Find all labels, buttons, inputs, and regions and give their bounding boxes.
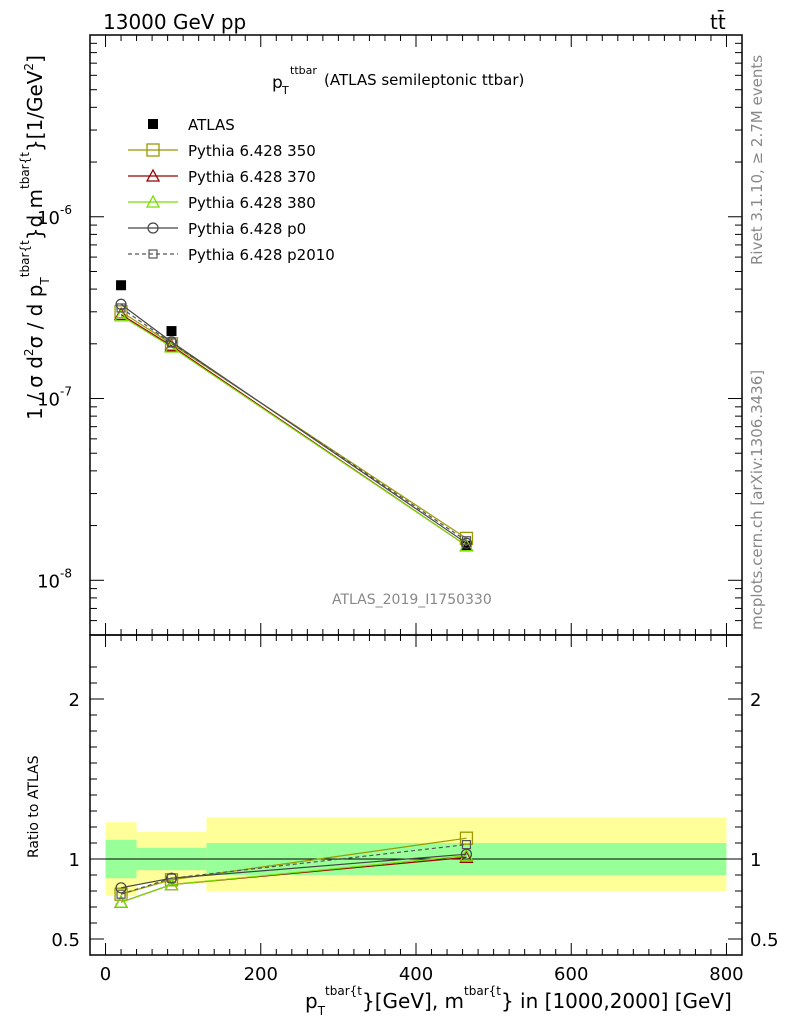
y-tick-label-left: 0.5 (51, 930, 80, 951)
main-point-0-0 (116, 280, 127, 291)
y-tick-label: 10 (37, 571, 60, 592)
y-tick-exponent: -6 (60, 203, 72, 217)
xlabel-sup-tb2: tbar{t (464, 984, 501, 998)
ratio-point-4-0 (116, 889, 126, 899)
ratio-point-0-0 (114, 887, 128, 901)
x-axis-label: pTtbar{t}[GeV], mtbar{t} in [1000,2000] … (305, 984, 732, 1018)
ratio-point-2-1 (164, 877, 179, 891)
y-tick-label-right: 1 (750, 850, 761, 871)
xlabel-c: } in [1000,2000] [GeV] (501, 989, 732, 1013)
main-series-line-1 (120, 311, 467, 539)
y-tick-label-left: 1 (69, 850, 80, 871)
main-point-4-2 (460, 537, 473, 549)
x-tick-label: 600 (554, 964, 588, 985)
ratio-series-line-2 (120, 855, 467, 903)
y-tick-label: 10 (37, 208, 60, 229)
main-point-0-1 (166, 326, 177, 337)
legend-marker-0 (148, 119, 158, 129)
xlabel-subT: T (317, 1004, 326, 1018)
xlabel-sup-tb: tbar{t (325, 984, 362, 998)
x-tick-label: 400 (399, 964, 433, 985)
ratio-point-3-2 (460, 848, 473, 860)
ylabel-b: σ / d p (23, 285, 47, 349)
legend-label-0: ATLAS (188, 116, 235, 134)
ratio-point-2-2 (459, 848, 474, 862)
main-point-4-0 (115, 298, 127, 310)
legend-label-2: Pythia 6.428 370 (188, 168, 316, 186)
legend-marker-3 (145, 194, 161, 208)
title-p: p (272, 73, 283, 93)
legend-label-4: Pythia 6.428 p0 (188, 220, 306, 238)
ratio-series-line-4 (120, 844, 467, 895)
legend-label-3: Pythia 6.428 380 (188, 194, 316, 212)
legend-marker-4 (147, 222, 159, 234)
ylabel-sup2: 2 (22, 348, 36, 356)
legend-label-1: Pythia 6.428 350 (188, 142, 316, 160)
ratio-point-4-2 (461, 839, 472, 850)
main-point-5-2 (461, 536, 472, 546)
main-panel: 10-810-710-6 (37, 34, 743, 955)
y-tick-label: 10 (37, 390, 60, 411)
legend: ATLAS Pythia 6.428 350 Pythia 6.428 370 Pyt… (128, 116, 335, 264)
xlabel-a: p (305, 989, 318, 1013)
x-tick-label: 200 (244, 964, 278, 985)
title-sup: ttbar (290, 64, 317, 77)
y-tick-exponent: -7 (60, 385, 72, 399)
legend-marker-1 (146, 143, 160, 157)
y-tick-label-left: 2 (69, 690, 80, 711)
ratio-point-4-1 (166, 873, 177, 883)
header-energy: 13000 GeV pp (103, 10, 246, 34)
y-tick-exponent: -8 (60, 566, 72, 580)
legend-marker-5 (148, 249, 158, 259)
title-sub: T (281, 84, 289, 97)
main-point-2-0 (113, 307, 129, 321)
main-series-line-4 (120, 303, 467, 544)
ratio-y-axis-label: Ratio to ATLAS (26, 755, 42, 858)
xlabel-b: }[GeV], m (362, 989, 464, 1013)
ylabel-e: ] (23, 55, 47, 63)
ylabel-sup-tb: tbar{t (18, 240, 32, 277)
y-tick-label-right: 0.5 (750, 930, 779, 951)
plot-title: p T ttbar (ATLAS semileptonic ttbar) (272, 64, 524, 97)
y-tick-label-right: 2 (750, 690, 761, 711)
main-point-5-1 (166, 338, 177, 348)
main-y-axis-label: 1 / σ d2σ / d pTtbar{t}d mtbar{t}[1/GeV2… (18, 55, 52, 420)
main-point-3-0 (113, 308, 129, 322)
x-tick-label: 800 (709, 964, 743, 985)
analysis-watermark: ATLAS_2019_I1750330 (332, 592, 492, 608)
ylabel-c: }d m (23, 189, 47, 240)
ratio-point-1-2 (459, 850, 474, 864)
ratio-panel: 0 200 400 600 800 0.5 0.5 1 1 2 2 (51, 634, 779, 985)
ylabel-subT: T (38, 277, 52, 286)
rivet-version: Rivet 3.1.10, ≥ 2.7M events (748, 55, 766, 265)
legend-marker-2 (145, 168, 161, 182)
svg-text:1 / σ d2σ / d pTtbar{t}d mtbar: 1 / σ d2σ / d pTtbar{t}d mtbar{t}[1/GeV2… (18, 55, 52, 420)
main-point-5-0 (116, 303, 126, 313)
legend-label-5: Pythia 6.428 p2010 (188, 246, 335, 264)
ylabel-sup-tb2: tbar{t (18, 152, 32, 189)
header-process: tt̄ (710, 9, 726, 34)
title-rest: (ATLAS semileptonic ttbar) (324, 71, 524, 89)
ratio-point-3-0 (115, 882, 127, 894)
ylabel-d: }[1/GeV (23, 70, 47, 152)
ratio-point-0-2 (459, 831, 474, 845)
x-tick-label: 0 (100, 964, 111, 985)
mcplots-credit: mcplots.cern.ch [arXiv:1306.3436] (748, 370, 766, 630)
ylabel-sup3: 2 (22, 63, 36, 71)
svg-text:pTtbar{t}[GeV], mtbar{t} in [1: pTtbar{t}[GeV], mtbar{t} in [1000,2000] … (305, 984, 732, 1018)
ratio-frame (89, 634, 743, 956)
ratio-point-2-0 (113, 894, 129, 908)
ylabel-a: 1 / σ d (23, 356, 47, 420)
